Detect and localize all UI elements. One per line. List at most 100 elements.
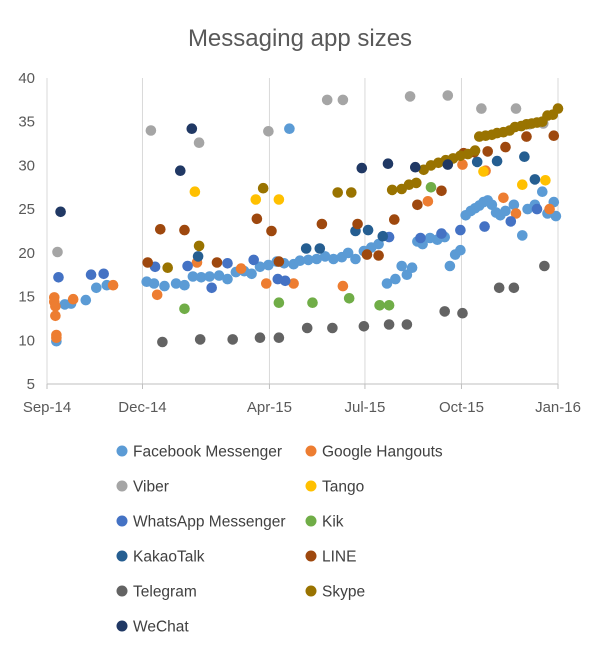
point-kik: [307, 297, 318, 309]
point-facebook-messenger: [148, 278, 160, 289]
point-facebook-messenger: [91, 282, 102, 294]
point-kakaotalk: [300, 243, 312, 254]
point-google-hangouts: [544, 203, 555, 215]
point-facebook-messenger: [254, 261, 266, 273]
point-google-hangouts: [261, 278, 272, 289]
point-wechat: [175, 165, 186, 176]
point-line: [266, 225, 277, 237]
point-kik: [179, 303, 190, 315]
x-tick-label: Sep-14: [23, 399, 71, 416]
point-telegram: [383, 319, 395, 330]
point-line: [500, 141, 511, 153]
y-tick-label: 20: [18, 245, 35, 262]
legend-marker-viber: [116, 480, 128, 492]
point-facebook-messenger: [213, 270, 225, 281]
point-facebook-messenger: [319, 251, 331, 262]
grid-layer: [46, 78, 559, 384]
chart-title: Messaging app sizes: [188, 25, 412, 52]
point-facebook-messenger: [350, 253, 361, 265]
point-viber: [476, 103, 487, 114]
point-facebook-messenger: [222, 273, 233, 285]
point-telegram: [327, 322, 338, 334]
point-line: [521, 131, 532, 142]
point-kik: [273, 297, 285, 309]
point-facebook-messenger: [537, 186, 548, 197]
legend-marker-tango: [305, 480, 317, 492]
legend-label-skype: Skype: [322, 584, 365, 601]
point-facebook-messenger: [303, 254, 314, 266]
point-kik: [343, 293, 355, 304]
point-viber: [404, 91, 416, 102]
point-facebook-messenger: [195, 272, 207, 283]
point-telegram: [358, 321, 370, 332]
point-kik: [383, 300, 395, 311]
point-facebook-messenger: [80, 294, 92, 306]
point-facebook-messenger: [517, 230, 528, 241]
point-line: [389, 214, 400, 225]
x-tick-label: Apr-15: [247, 399, 292, 416]
point-tango: [250, 194, 262, 205]
point-viber: [510, 103, 522, 114]
point-skype: [332, 187, 344, 198]
point-skype: [469, 145, 481, 156]
point-whatsapp-messenger: [415, 232, 426, 244]
point-kakaotalk: [529, 174, 541, 185]
point-facebook-messenger: [396, 260, 408, 272]
y-tick-label: 5: [27, 376, 35, 393]
point-line: [352, 218, 363, 230]
point-kakaotalk: [377, 230, 389, 242]
point-google-hangouts: [107, 279, 119, 291]
point-line: [436, 185, 447, 197]
point-telegram: [301, 322, 313, 334]
point-telegram: [254, 332, 266, 344]
point-facebook-messenger: [508, 199, 520, 211]
point-kakaotalk: [362, 224, 374, 236]
point-facebook-messenger: [246, 268, 257, 280]
point-wechat: [442, 159, 454, 170]
point-wechat: [356, 162, 368, 174]
point-facebook-messenger: [444, 260, 456, 272]
point-line: [142, 257, 153, 268]
point-wechat: [186, 123, 198, 134]
point-kakaotalk: [519, 151, 530, 162]
point-google-hangouts: [235, 263, 247, 274]
point-whatsapp-messenger: [182, 260, 193, 272]
x-tick-label: Jul-15: [345, 399, 386, 416]
point-facebook-messenger: [159, 280, 170, 292]
point-telegram: [227, 334, 238, 345]
x-tick-label: Dec-14: [118, 399, 166, 416]
point-skype: [411, 177, 422, 189]
point-viber: [337, 94, 349, 106]
point-google-hangouts: [510, 208, 522, 219]
point-google-hangouts: [337, 280, 349, 292]
point-facebook-messenger: [342, 247, 354, 259]
point-whatsapp-messenger: [479, 221, 490, 232]
point-line: [316, 218, 328, 230]
y-tick-label: 10: [18, 332, 35, 349]
point-whatsapp-messenger: [455, 224, 466, 236]
point-google-hangouts: [457, 159, 468, 170]
point-skype: [193, 240, 205, 252]
point-kakaotalk: [192, 251, 204, 262]
point-telegram: [194, 334, 206, 345]
point-telegram: [457, 307, 468, 319]
point-viber: [263, 126, 274, 137]
point-telegram: [493, 282, 505, 294]
point-facebook-messenger: [179, 279, 190, 291]
point-whatsapp-messenger: [98, 268, 109, 280]
point-facebook-messenger: [373, 238, 384, 250]
point-whatsapp-messenger: [206, 282, 217, 294]
points-layer: [49, 90, 564, 348]
point-facebook-messenger: [294, 255, 306, 266]
x-tick-label: Jan-16: [535, 399, 581, 416]
y-tick-label: 15: [18, 289, 35, 306]
legend-marker-telegram: [116, 585, 128, 597]
point-telegram: [439, 306, 451, 317]
point-tango: [273, 194, 285, 205]
point-telegram: [157, 336, 168, 348]
point-facebook-messenger: [550, 210, 562, 222]
legend-label-facebook-messenger: Facebook Messenger: [133, 444, 282, 461]
point-line: [251, 213, 263, 225]
point-google-hangouts: [151, 289, 163, 301]
